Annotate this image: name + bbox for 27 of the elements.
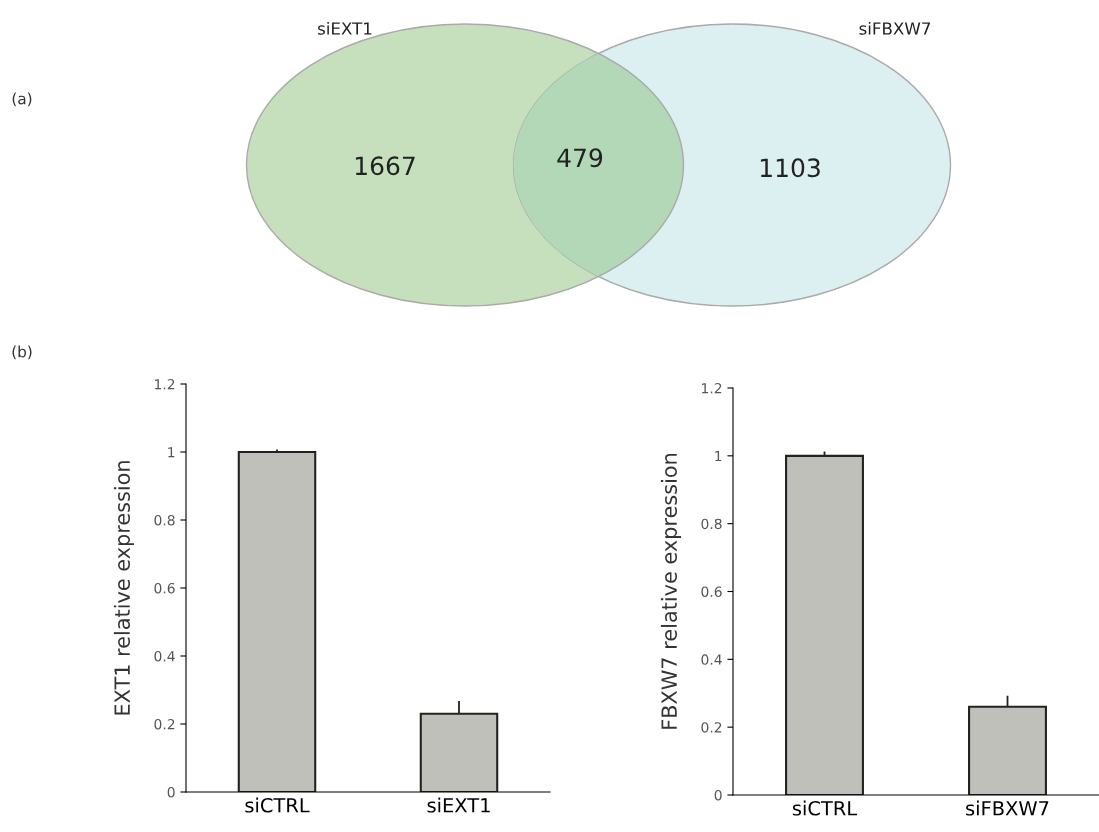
text: (a) <box>12 92 32 107</box>
data-label: 479 <box>557 148 603 168</box>
text: (b) <box>12 345 32 360</box>
x-tick-label: siCTRL <box>792 800 858 816</box>
y-tick-label: 1 <box>715 450 722 462</box>
x-tick-label: siCTRL <box>245 797 310 813</box>
x-tick-label: siEXT1 <box>427 797 490 813</box>
y-tick-label: 0 <box>714 789 722 801</box>
y-tick-label: 0.6 <box>154 582 175 594</box>
y-tick-label: 1.2 <box>702 382 722 394</box>
y-tick-label: 0.8 <box>154 514 175 526</box>
y-tick-label: 0.4 <box>701 654 722 665</box>
y-tick-label: 0 <box>167 786 175 798</box>
y-tick-label: 1.2 <box>155 378 175 390</box>
y-tick-label: 0.2 <box>154 718 175 730</box>
text: siFBXW7 <box>859 21 930 35</box>
data-label: 1103 <box>760 158 820 178</box>
y-tick-label: 0.4 <box>154 650 175 662</box>
x-tick-label: siFBXW7 <box>966 800 1049 816</box>
y-tick-label: 0.6 <box>701 586 722 597</box>
y-axis-title: FBXW7 relative expression <box>660 453 682 729</box>
text: siEXT1 <box>318 21 372 35</box>
data-label: 1667 <box>355 156 415 176</box>
y-tick-label: 1 <box>168 447 175 458</box>
y-tick-label: 0.2 <box>701 722 722 733</box>
y-tick-label: 0.8 <box>701 518 722 530</box>
y-axis-title: EXT1 relative expression <box>113 461 135 715</box>
